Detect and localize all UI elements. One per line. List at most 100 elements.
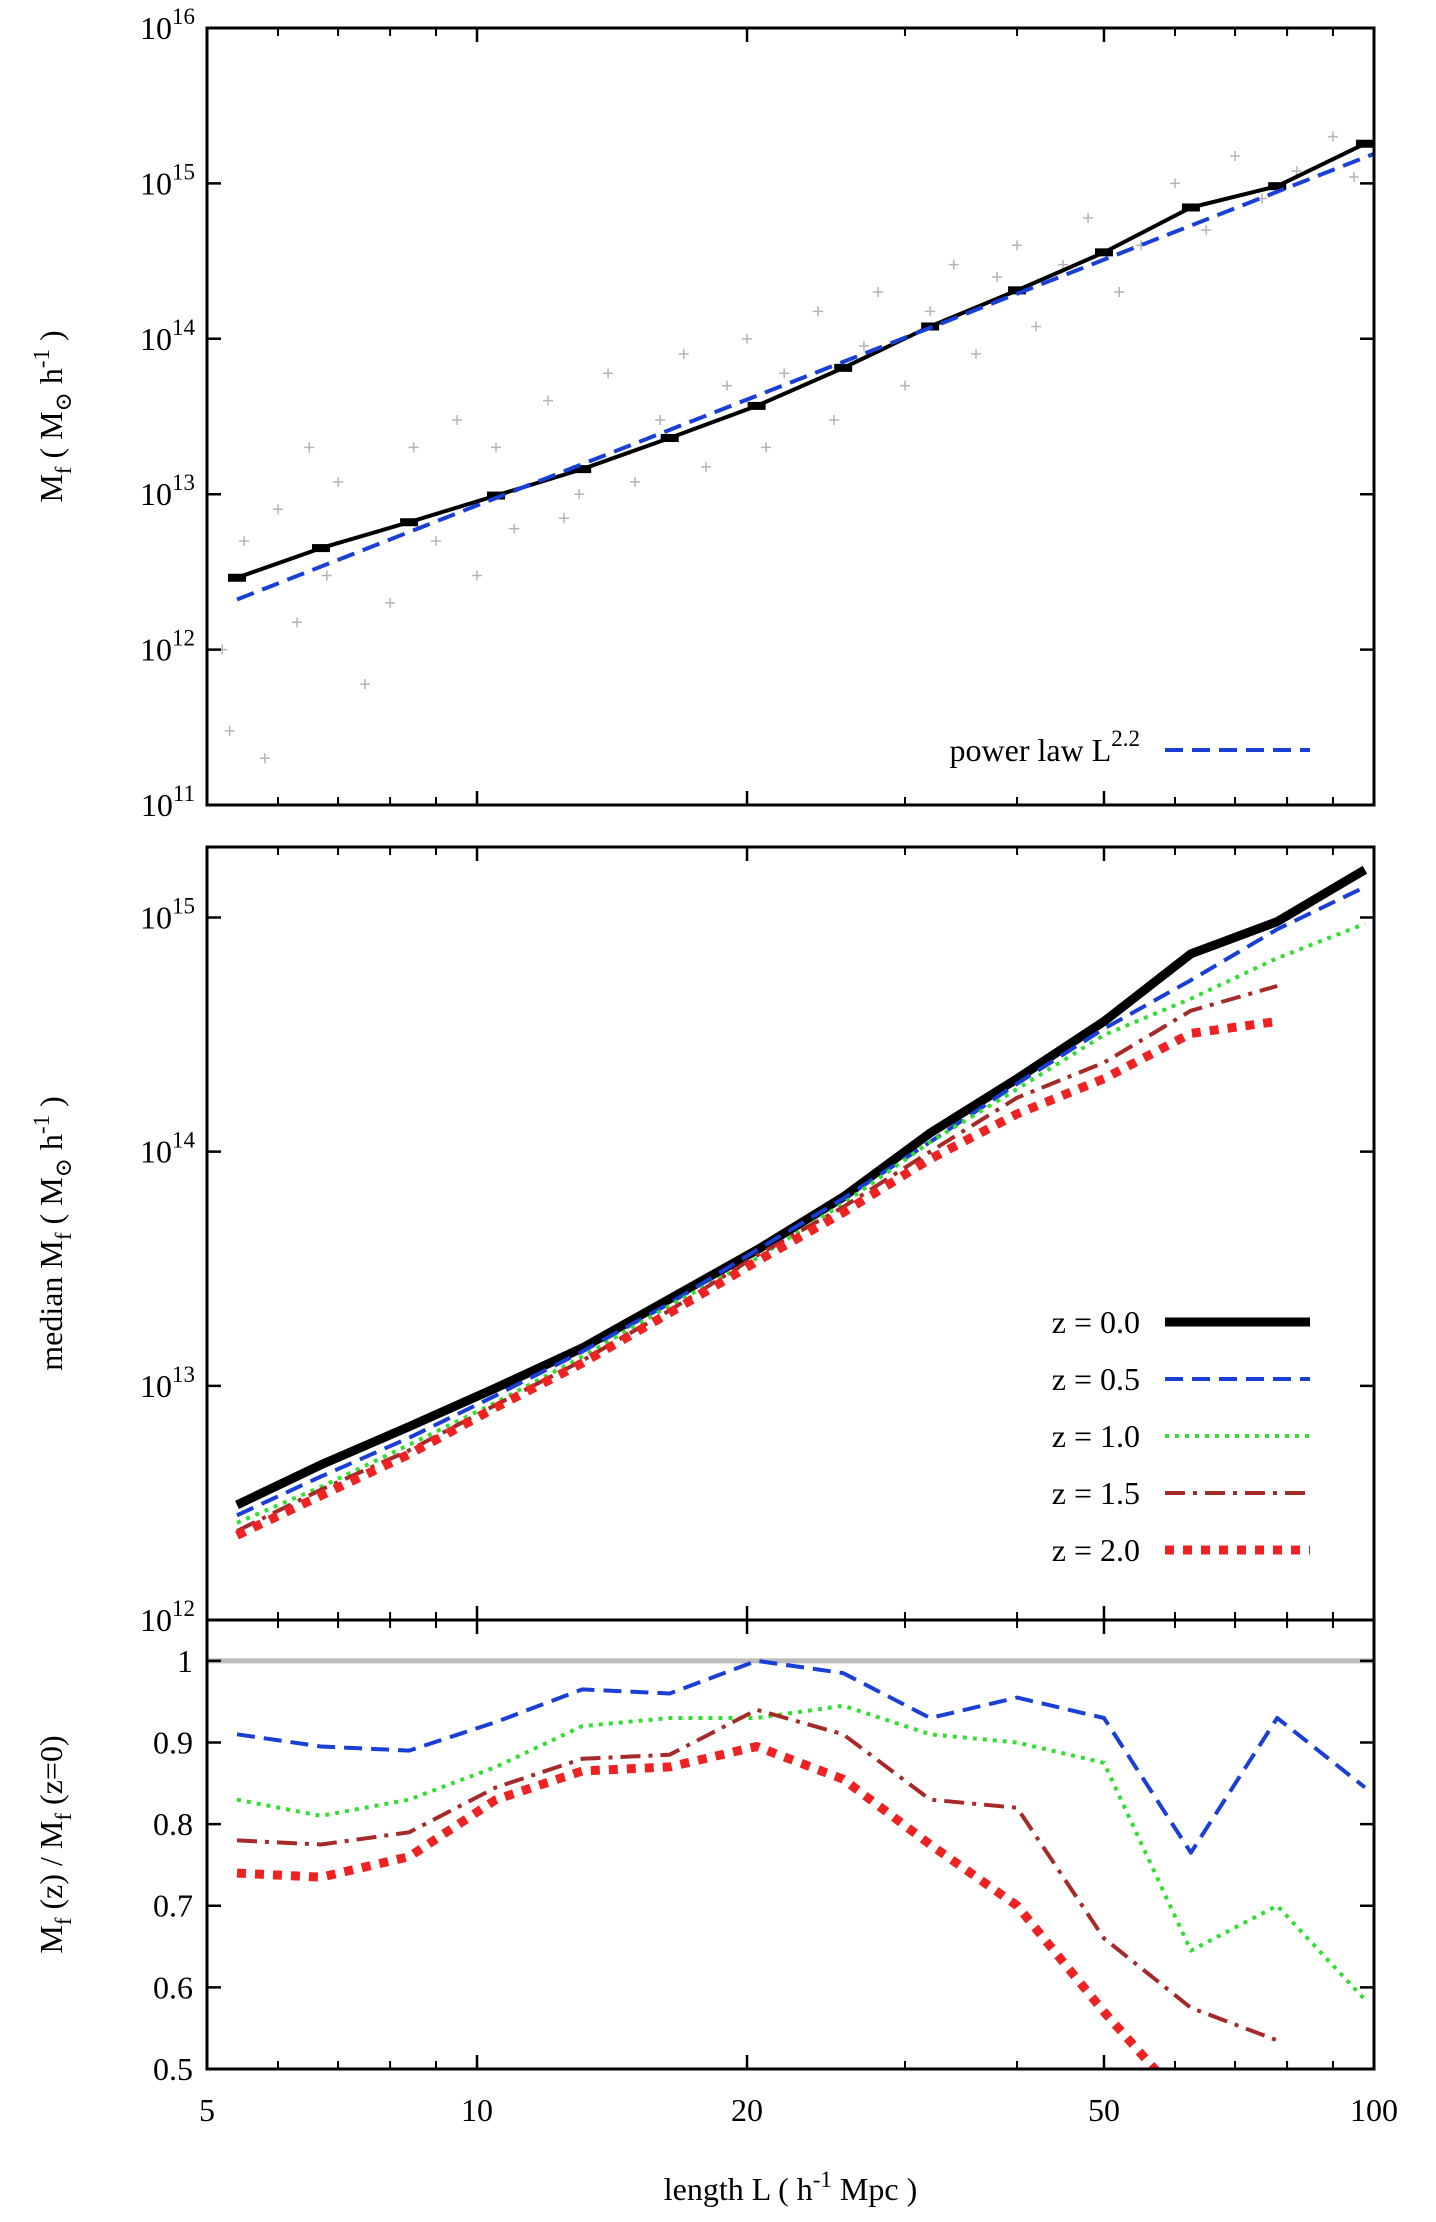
scatter-point xyxy=(259,753,270,764)
y-tick-label: 1016 xyxy=(140,4,195,46)
scatter-point xyxy=(452,415,463,426)
y-tick-label: 1012 xyxy=(140,1596,195,1638)
y-tick-label: 1015 xyxy=(140,159,195,201)
scatter-point xyxy=(333,476,344,487)
plot-frame xyxy=(205,1618,1376,2071)
scatter-point xyxy=(239,535,250,546)
y-tick-base: 10 xyxy=(140,899,172,935)
plot-area xyxy=(235,865,1368,1540)
x-tick-label: 10 xyxy=(461,2092,493,2128)
y-tick-base: 10 xyxy=(140,321,172,357)
scatter-point xyxy=(430,535,441,546)
scatter-point xyxy=(655,415,666,426)
scatter-point xyxy=(509,523,520,534)
scatter-point xyxy=(1031,321,1042,332)
y-tick-exponent: 11 xyxy=(173,781,195,806)
scatter-point xyxy=(761,442,772,453)
point-marker xyxy=(834,363,853,372)
series-line xyxy=(236,1742,1161,2069)
y-tick-label: 1013 xyxy=(140,470,195,512)
scatter-point xyxy=(779,368,790,379)
plot-area xyxy=(217,131,1374,764)
y-tick-exponent: 15 xyxy=(172,893,195,918)
y-tick-base: 10 xyxy=(140,1602,172,1638)
scatter-point xyxy=(558,513,569,524)
y-axis-label-part: f xyxy=(51,1232,76,1240)
point-marker xyxy=(227,573,246,582)
y-axis-label-part: (z=0) xyxy=(33,1735,69,1813)
y-axis-label-part: -1 xyxy=(29,349,54,368)
legend-text: power law L xyxy=(950,732,1112,768)
scatter-point xyxy=(700,461,711,472)
scatter-point xyxy=(304,442,315,453)
scatter-point xyxy=(828,415,839,426)
y-tick-label: 1011 xyxy=(141,781,195,823)
scatter-point xyxy=(873,287,884,298)
scatter-point xyxy=(899,380,910,391)
scatter-point xyxy=(629,476,640,487)
scatter-point xyxy=(224,725,235,736)
y-tick-base: 10 xyxy=(140,165,172,201)
y-tick-exponent: 16 xyxy=(172,4,195,29)
legend-text: z = 1.0 xyxy=(1052,1418,1140,1454)
y-axis-label: Mf (z) / Mf (z=0) xyxy=(33,1735,76,1953)
scatter-point xyxy=(385,597,396,608)
y-axis-label-part: ⊙ xyxy=(51,392,76,411)
y-tick-exponent: 15 xyxy=(172,159,195,184)
x-tick-label: 20 xyxy=(731,2092,763,2128)
x-axis-label-part: Mpc ) xyxy=(832,2171,917,2207)
x-tick-label: 5 xyxy=(199,2092,215,2128)
y-tick-label: 0.6 xyxy=(153,1969,193,2005)
scatter-point xyxy=(1170,178,1181,189)
scatter-point xyxy=(543,395,554,406)
point-marker xyxy=(1355,139,1374,148)
point-marker xyxy=(400,518,419,527)
scatter-point xyxy=(1083,212,1094,223)
series-line xyxy=(236,141,1366,580)
y-axis-label-part: ⊙ xyxy=(51,1158,76,1177)
legend-label: z = 1.5 xyxy=(1052,1475,1140,1511)
y-tick-label: 1014 xyxy=(140,315,196,357)
y-axis-label-part: f xyxy=(51,1813,76,1821)
series-line xyxy=(235,865,1368,1509)
scatter-point xyxy=(1349,171,1360,182)
panel: 0.5 0.6 0.7 0.8 0.9 1 5 10 20 50 100 Mf (z) / Mf (z… xyxy=(33,1618,1398,2207)
y-tick-label: 1014 xyxy=(140,1128,196,1170)
scatter-point xyxy=(1057,259,1068,270)
point-marker xyxy=(573,465,592,474)
y-tick-label: 0.5 xyxy=(153,2051,193,2087)
scatter-point xyxy=(948,259,959,270)
scatter-point xyxy=(574,489,585,500)
legend-text: z = 0.5 xyxy=(1052,1361,1140,1397)
scatter-point xyxy=(472,570,483,581)
point-marker xyxy=(747,401,766,410)
scatter-point xyxy=(1291,166,1302,177)
scatter-point xyxy=(858,340,869,351)
scatter-point xyxy=(1114,287,1125,298)
legend-text: z = 1.5 xyxy=(1052,1475,1140,1511)
point-marker xyxy=(312,544,331,553)
series-line xyxy=(236,984,1278,1533)
y-tick-exponent: 12 xyxy=(172,1596,195,1621)
y-tick-base: 10 xyxy=(140,632,172,668)
y-axis-label-part: M xyxy=(33,1925,69,1953)
legend-label: z = 1.0 xyxy=(1052,1418,1140,1454)
y-tick-label: 1 xyxy=(177,1643,193,1679)
y-tick-base: 10 xyxy=(140,1368,172,1404)
plot-area xyxy=(207,1658,1374,2069)
scatter-point xyxy=(925,306,936,317)
y-tick-label: 1012 xyxy=(140,626,195,668)
y-tick-label: 0.9 xyxy=(153,1724,193,1760)
scatter-point xyxy=(1230,151,1241,162)
y-tick-label: 0.7 xyxy=(153,1888,193,1924)
scatter-point xyxy=(491,442,502,453)
scatter-point xyxy=(1201,225,1212,236)
legend-label: power law L2.2 xyxy=(950,726,1140,768)
y-axis-label-part: ( M xyxy=(33,1177,69,1232)
scatter-point xyxy=(603,368,614,379)
y-axis-label-part: f xyxy=(51,1917,76,1925)
y-tick-base: 10 xyxy=(140,476,172,512)
y-axis-label-part: ( M xyxy=(33,411,69,466)
scatter-point xyxy=(359,679,370,690)
